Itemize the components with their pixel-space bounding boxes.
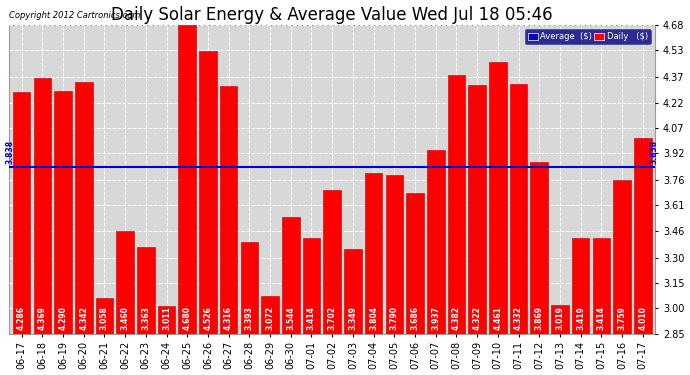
Text: 3.019: 3.019 bbox=[555, 306, 564, 330]
Text: 3.702: 3.702 bbox=[328, 306, 337, 330]
Text: 4.290: 4.290 bbox=[59, 306, 68, 330]
Text: 3.937: 3.937 bbox=[431, 306, 440, 330]
Bar bbox=[75, 82, 92, 375]
Bar bbox=[406, 193, 424, 375]
Bar bbox=[489, 62, 506, 375]
Bar bbox=[365, 173, 382, 375]
Text: 3.011: 3.011 bbox=[162, 306, 171, 330]
Text: 4.332: 4.332 bbox=[514, 306, 523, 330]
Text: 3.838: 3.838 bbox=[650, 140, 659, 164]
Bar bbox=[613, 180, 631, 375]
Text: 4.010: 4.010 bbox=[638, 306, 647, 330]
Text: 4.680: 4.680 bbox=[183, 306, 192, 330]
Bar bbox=[96, 298, 113, 375]
Bar bbox=[158, 306, 175, 375]
Bar bbox=[179, 25, 196, 375]
Text: 4.322: 4.322 bbox=[473, 306, 482, 330]
Text: 4.461: 4.461 bbox=[493, 306, 502, 330]
Text: 4.286: 4.286 bbox=[17, 306, 26, 330]
Text: 3.058: 3.058 bbox=[100, 306, 109, 330]
Text: 3.414: 3.414 bbox=[307, 306, 316, 330]
Bar bbox=[634, 138, 651, 375]
Text: 4.369: 4.369 bbox=[38, 306, 47, 330]
Bar bbox=[137, 247, 155, 375]
Bar bbox=[469, 86, 486, 375]
Text: 3.393: 3.393 bbox=[245, 306, 254, 330]
Text: 3.790: 3.790 bbox=[390, 306, 399, 330]
Text: 3.363: 3.363 bbox=[141, 306, 150, 330]
Text: 3.414: 3.414 bbox=[597, 306, 606, 330]
Bar bbox=[220, 87, 237, 375]
Bar bbox=[324, 190, 341, 375]
Bar bbox=[117, 231, 134, 375]
Bar bbox=[448, 75, 465, 375]
Text: 3.460: 3.460 bbox=[121, 306, 130, 330]
Bar bbox=[34, 78, 51, 375]
Bar bbox=[551, 305, 569, 375]
Bar bbox=[199, 51, 217, 375]
Bar bbox=[510, 84, 527, 375]
Bar bbox=[344, 249, 362, 375]
Bar bbox=[241, 242, 258, 375]
Text: 3.544: 3.544 bbox=[286, 306, 295, 330]
Bar bbox=[262, 296, 279, 375]
Bar bbox=[386, 175, 403, 375]
Legend: Average  ($), Daily   ($): Average ($), Daily ($) bbox=[524, 29, 651, 44]
Title: Daily Solar Energy & Average Value Wed Jul 18 05:46: Daily Solar Energy & Average Value Wed J… bbox=[111, 6, 553, 24]
Text: 3.072: 3.072 bbox=[266, 306, 275, 330]
Text: 4.342: 4.342 bbox=[79, 306, 88, 330]
Bar bbox=[282, 217, 299, 375]
Text: 3.419: 3.419 bbox=[576, 306, 585, 330]
Bar bbox=[13, 92, 30, 375]
Bar bbox=[531, 162, 548, 375]
Text: Copyright 2012 Cartronics.com: Copyright 2012 Cartronics.com bbox=[9, 11, 141, 20]
Text: 3.686: 3.686 bbox=[411, 306, 420, 330]
Text: 3.869: 3.869 bbox=[535, 306, 544, 330]
Text: 4.382: 4.382 bbox=[452, 306, 461, 330]
Bar bbox=[55, 91, 72, 375]
Bar bbox=[572, 238, 589, 375]
Text: 3.759: 3.759 bbox=[618, 306, 627, 330]
Text: 4.526: 4.526 bbox=[204, 306, 213, 330]
Text: 3.349: 3.349 bbox=[348, 306, 357, 330]
Text: 3.804: 3.804 bbox=[369, 306, 378, 330]
Text: 4.316: 4.316 bbox=[224, 306, 233, 330]
Text: 3.838: 3.838 bbox=[6, 140, 14, 164]
Bar bbox=[593, 238, 610, 375]
Bar bbox=[303, 238, 320, 375]
Bar bbox=[427, 150, 444, 375]
